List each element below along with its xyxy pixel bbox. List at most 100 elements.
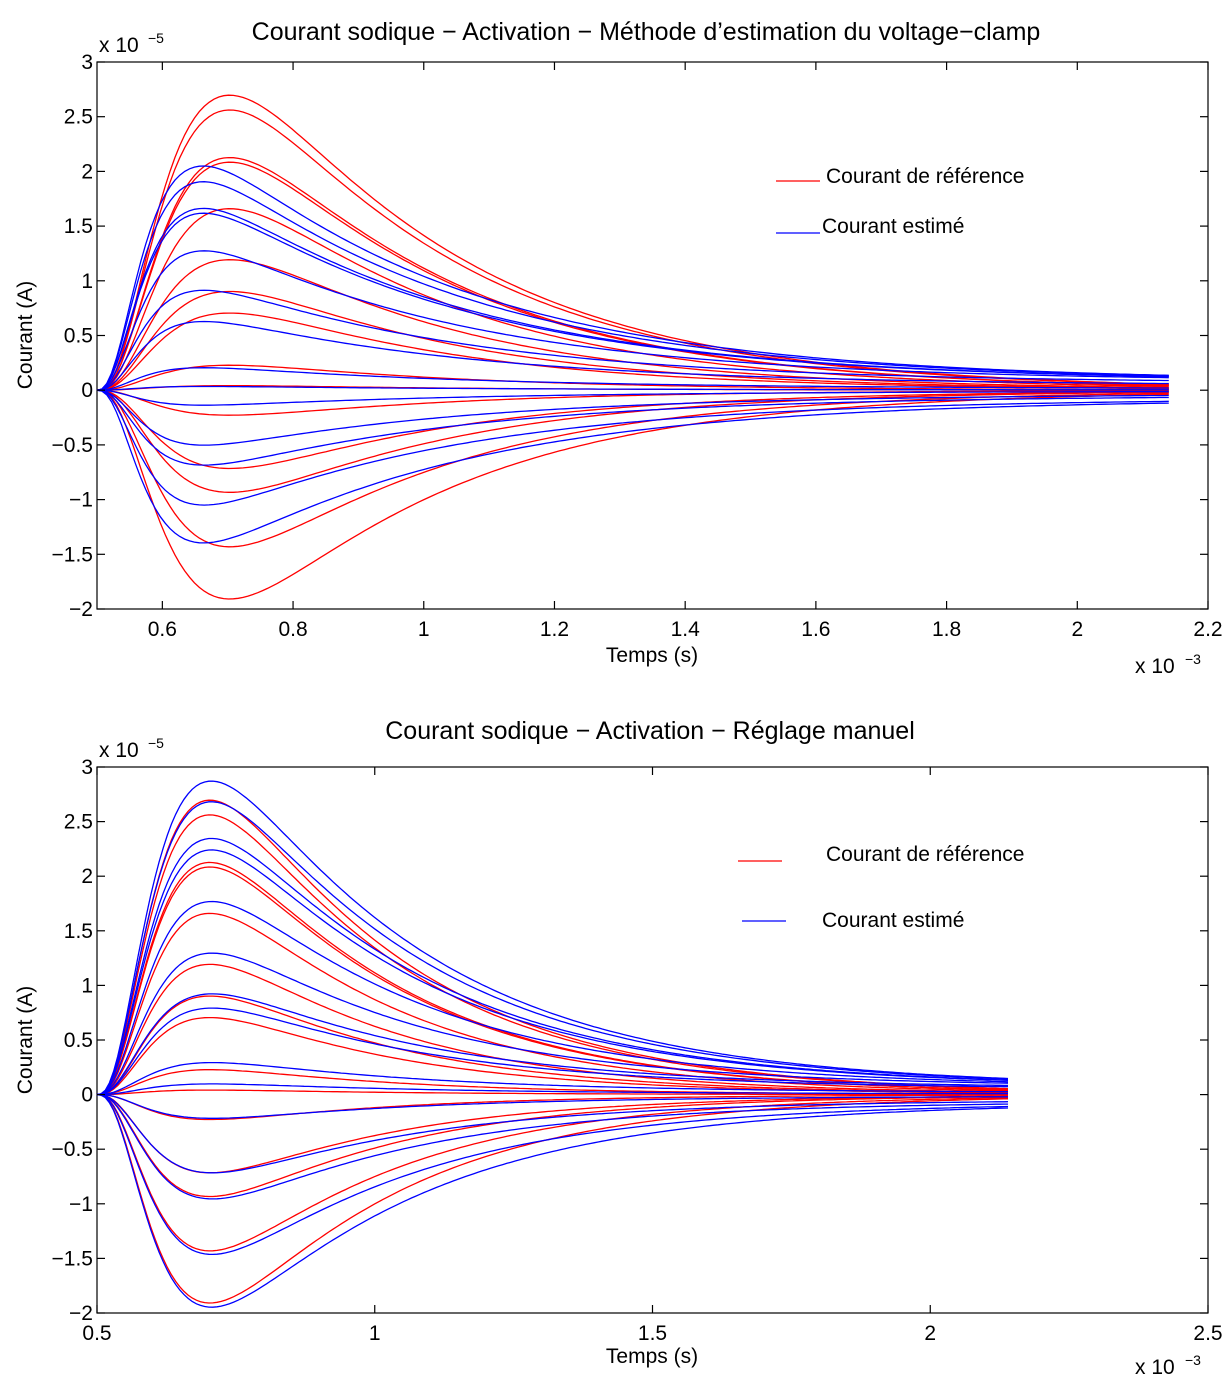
y-tick-label: 2 bbox=[81, 160, 93, 183]
plot-area: 0.5 1 1.5 2 2.5 −2 −1.5 −1 −0.5 0 0.5 1 1.5 2 2.5 3 bbox=[52, 756, 1223, 1345]
chart-top: Courant sodique − Activation − Méthode d… bbox=[14, 18, 1223, 678]
estimated-current-line-6 bbox=[96, 993, 1008, 1096]
estimated-current-line-4 bbox=[96, 250, 1169, 391]
x-tick-label: 0.8 bbox=[278, 618, 307, 641]
x-tick-label: 1.6 bbox=[801, 618, 830, 641]
x-tick-label: 0.6 bbox=[148, 618, 177, 641]
x-exponent-base: x 10 bbox=[1135, 655, 1175, 678]
x-tick-label: 1 bbox=[418, 618, 430, 641]
x-axis-label: Temps (s) bbox=[606, 1345, 698, 1368]
y-tick-label: −1 bbox=[69, 1193, 93, 1216]
x-tick-label: 1.4 bbox=[671, 618, 701, 641]
estimated-current-line-5 bbox=[96, 289, 1169, 391]
y-tick-label: 1.5 bbox=[64, 920, 93, 943]
y-exponent-power: −5 bbox=[148, 30, 164, 46]
estimated-current-line-1 bbox=[96, 181, 1169, 391]
y-tick-label: 2 bbox=[81, 865, 93, 888]
series-layer bbox=[96, 94, 1169, 600]
reference-current-line-2 bbox=[96, 156, 1169, 391]
chart-title: Courant sodique − Activation − Méthode d… bbox=[252, 18, 1041, 46]
y-tick-label: 1.5 bbox=[64, 215, 93, 238]
x-tick-label: 0.5 bbox=[82, 1322, 111, 1345]
reference-current-line-3 bbox=[96, 866, 1009, 1096]
x-exponent-base: x 10 bbox=[1135, 1356, 1175, 1379]
estimated-current-line-12 bbox=[96, 1093, 1008, 1200]
reference-current-line-12 bbox=[96, 389, 1169, 493]
legend-label-reference: Courant de référence bbox=[826, 165, 1024, 188]
y-exponent-base: x 10 bbox=[99, 34, 139, 57]
legend-label-estimated: Courant estimé bbox=[822, 909, 964, 932]
x-exponent-label: x 10 −3 bbox=[1135, 1352, 1201, 1379]
legend: Courant de référence Courant estimé bbox=[738, 843, 1024, 932]
estimated-current-line-4 bbox=[96, 900, 1009, 1096]
x-tick-layer: 0.5 1 1.5 2 2.5 bbox=[82, 767, 1223, 1345]
y-tick-layer: −2 −1.5 −1 −0.5 0 0.5 1 1.5 2 2.5 3 bbox=[52, 756, 1208, 1325]
estimated-current-line-7 bbox=[96, 367, 1169, 391]
y-tick-label: 0.5 bbox=[64, 1029, 93, 1052]
estimated-current-line-10 bbox=[96, 1093, 1008, 1119]
estimated-current-line-12 bbox=[96, 389, 1169, 506]
estimated-current-line-0 bbox=[96, 165, 1169, 391]
y-exponent-label: x 10 −5 bbox=[99, 735, 164, 762]
estimated-current-line-7 bbox=[96, 1007, 1008, 1096]
chart-title: Courant sodique − Activation − Réglage m… bbox=[385, 717, 915, 745]
y-tick-label: 0 bbox=[81, 1084, 93, 1107]
reference-current-line-11 bbox=[96, 389, 1169, 470]
y-tick-label: 3 bbox=[81, 51, 93, 74]
estimated-current-line-11 bbox=[96, 389, 1169, 466]
reference-current-line-10 bbox=[97, 389, 1169, 416]
estimated-current-line-0 bbox=[96, 780, 1009, 1096]
estimated-current-line-13 bbox=[96, 389, 1169, 544]
estimated-current-line-5 bbox=[96, 952, 1009, 1096]
estimated-current-line-8 bbox=[97, 385, 1169, 391]
x-axis-label: Temps (s) bbox=[606, 644, 698, 667]
estimated-current-line-1 bbox=[96, 801, 1009, 1096]
y-tick-label: 0.5 bbox=[64, 325, 93, 348]
plot-area: 0.6 0.8 1 1.2 1.4 1.6 1.8 2 2.2 −2 −1.5 −1 −0.5 0 0.5… bbox=[52, 51, 1223, 641]
x-tick-label: 1.5 bbox=[638, 1322, 667, 1345]
estimated-current-line-3 bbox=[96, 849, 1009, 1096]
reference-current-line-2 bbox=[96, 861, 1009, 1096]
y-tick-label: −1.5 bbox=[52, 1247, 93, 1270]
reference-current-line-10 bbox=[97, 1093, 1008, 1121]
legend-label-estimated: Courant estimé bbox=[822, 215, 964, 238]
reference-current-line-14 bbox=[96, 1093, 1009, 1304]
y-axis-label: Courant (A) bbox=[14, 281, 37, 390]
estimated-current-line-6 bbox=[96, 320, 1169, 391]
y-exponent-base: x 10 bbox=[99, 739, 139, 762]
y-tick-label: 1 bbox=[81, 270, 93, 293]
x-tick-label: 1.2 bbox=[540, 618, 569, 641]
y-exponent-label: x 10 −5 bbox=[99, 30, 164, 57]
y-tick-label: 2.5 bbox=[64, 811, 93, 834]
y-tick-label: −0.5 bbox=[52, 1138, 93, 1161]
x-exponent-power: −3 bbox=[1185, 651, 1201, 667]
y-tick-label: 3 bbox=[81, 756, 93, 779]
reference-current-line-12 bbox=[96, 1093, 1008, 1198]
reference-current-line-3 bbox=[96, 161, 1169, 391]
estimated-current-line-14 bbox=[96, 1093, 1009, 1308]
x-exponent-power: −3 bbox=[1185, 1352, 1201, 1368]
y-tick-label: −0.5 bbox=[52, 434, 93, 457]
x-tick-label: 2 bbox=[924, 1322, 936, 1345]
y-tick-label: −1 bbox=[69, 489, 93, 512]
series-layer bbox=[96, 780, 1009, 1308]
estimated-current-line-9 bbox=[96, 389, 1169, 406]
axes-box bbox=[96, 766, 1209, 1314]
reference-current-line-0 bbox=[96, 94, 1169, 391]
x-tick-layer: 0.6 0.8 1 1.2 1.4 1.6 1.8 2 2.2 bbox=[148, 62, 1223, 641]
reference-current-line-6 bbox=[96, 290, 1169, 391]
y-tick-label: 2.5 bbox=[64, 106, 93, 129]
x-tick-label: 1 bbox=[369, 1322, 381, 1345]
estimated-current-line-3 bbox=[96, 212, 1169, 391]
y-tick-label: −2 bbox=[69, 598, 93, 621]
estimated-current-line-13 bbox=[96, 1093, 1009, 1256]
estimated-current-line-11 bbox=[96, 1093, 1009, 1174]
reference-current-line-1 bbox=[96, 109, 1169, 391]
y-exponent-power: −5 bbox=[148, 735, 164, 751]
reference-current-line-11 bbox=[96, 1093, 1008, 1174]
estimated-current-line-8 bbox=[96, 1061, 1008, 1096]
y-tick-label: 1 bbox=[81, 974, 93, 997]
y-tick-label: 0 bbox=[81, 379, 93, 402]
estimated-current-line-9 bbox=[97, 1083, 1008, 1096]
